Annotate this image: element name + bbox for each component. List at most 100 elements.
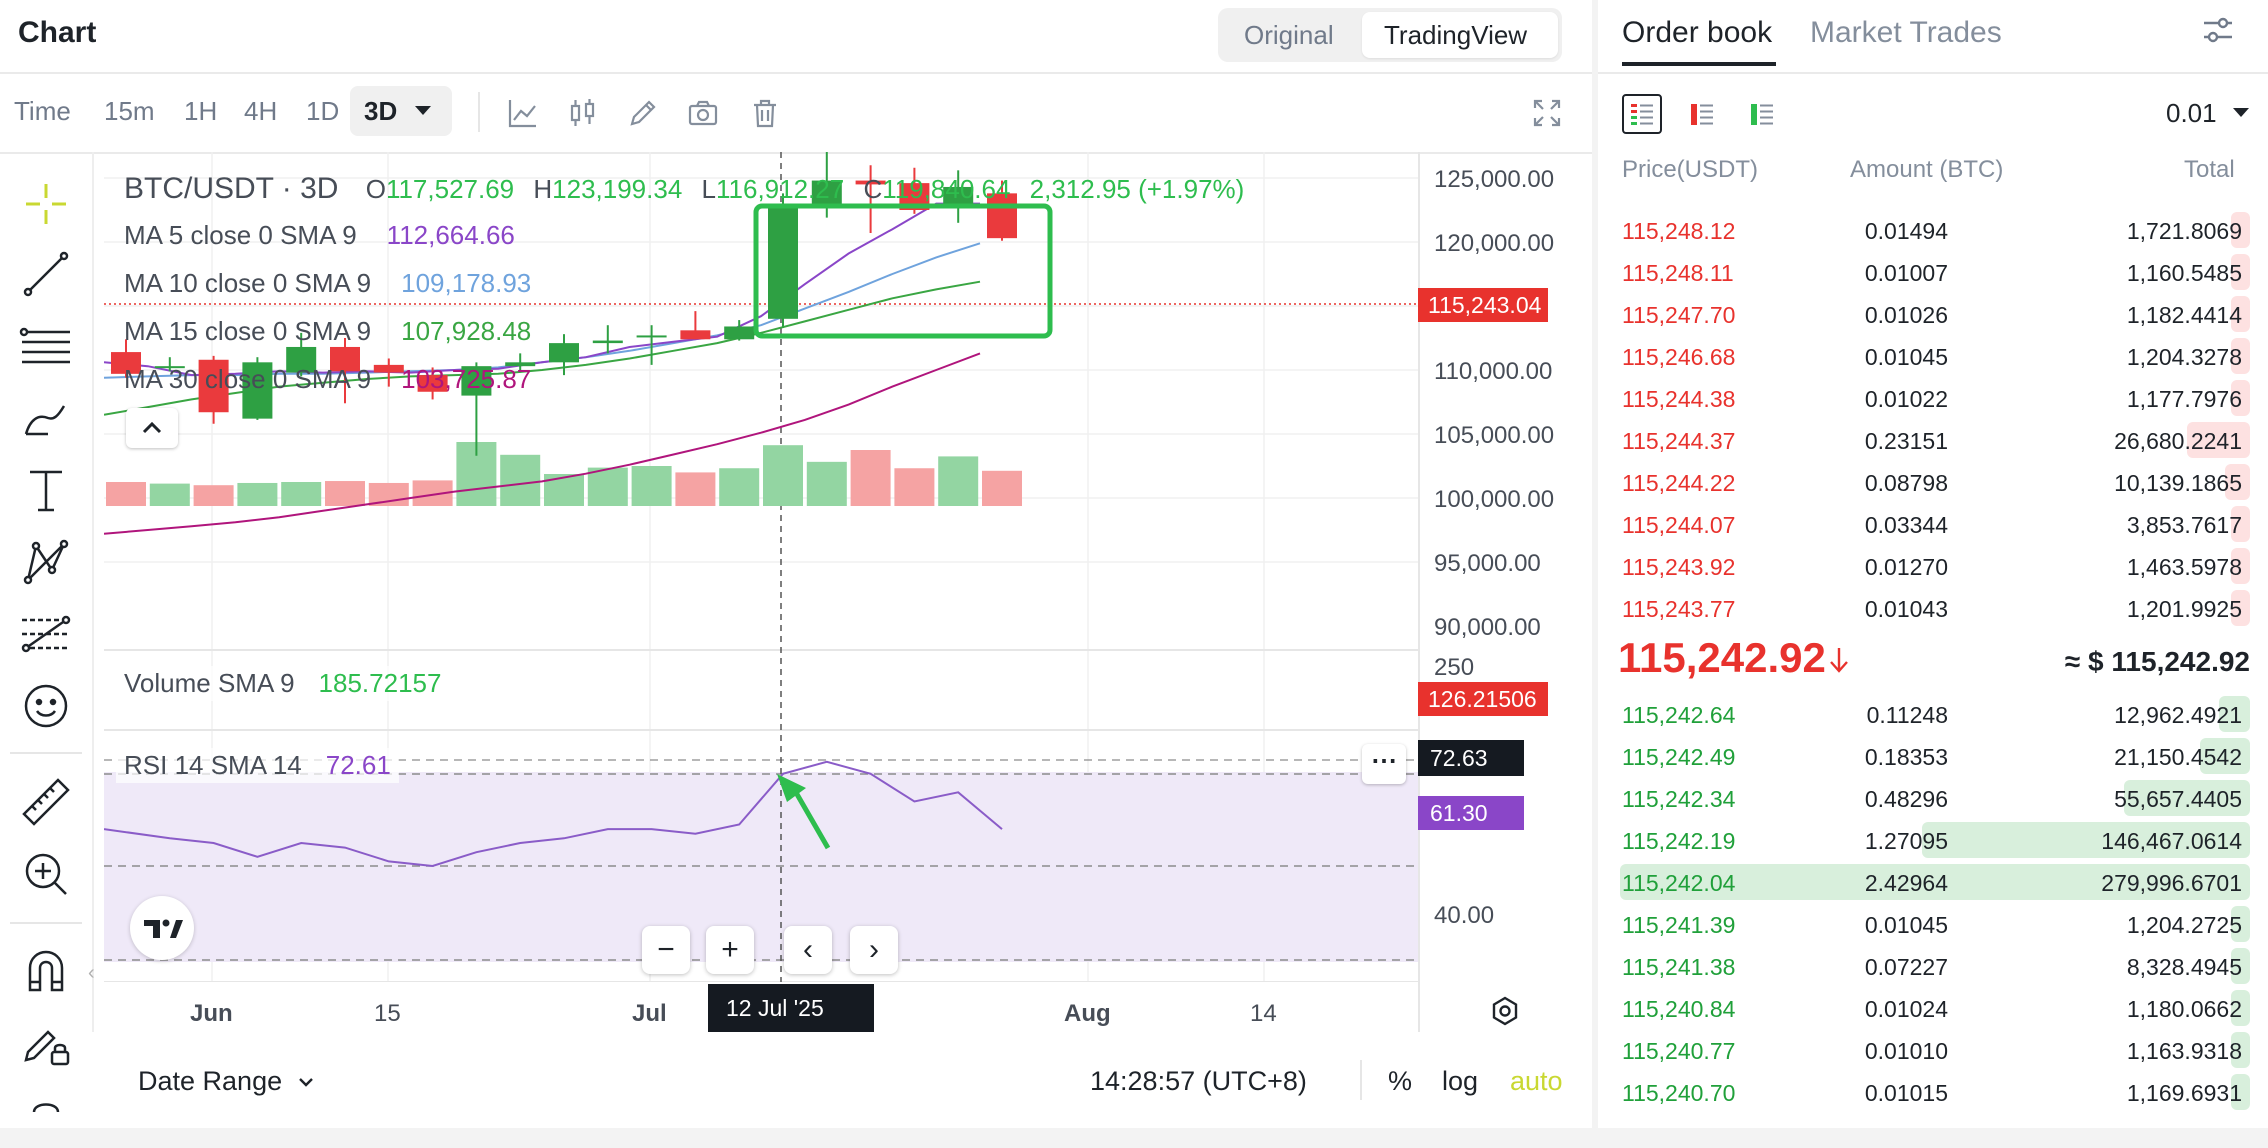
bid-row[interactable]: 115,242.04 2.42964 279,996.6701: [1620, 862, 2250, 902]
tab-tradingview[interactable]: TradingView: [1362, 12, 1558, 58]
bid-row[interactable]: 115,240.70 0.01015 1,169.6931: [1620, 1072, 2250, 1112]
zoom-in-button[interactable]: +: [706, 926, 754, 974]
bid-row[interactable]: 115,242.64 0.11248 12,962.4921: [1620, 694, 2250, 734]
bid-row[interactable]: 115,240.84 0.01024 1,180.0662: [1620, 988, 2250, 1028]
bid-row[interactable]: 115,242.34 0.48296 55,657.4405: [1620, 778, 2250, 818]
chart-canvas[interactable]: [104, 152, 1420, 982]
interval-1d[interactable]: 1D: [306, 96, 340, 126]
caret-down-icon: [412, 98, 434, 127]
view-asks-icon[interactable]: [1684, 96, 1720, 132]
tab-market-trades[interactable]: Market Trades: [1810, 16, 2002, 49]
bid-row[interactable]: 115,242.19 1.27095 146,467.0614: [1620, 820, 2250, 860]
ask-row[interactable]: 115,244.07 0.03344 3,853.7617: [1620, 504, 2250, 544]
view-both-icon[interactable]: [1622, 94, 1662, 134]
volume-top-tick: 250: [1434, 654, 1475, 681]
candle-body: [505, 362, 536, 367]
interval-1h[interactable]: 1H: [184, 96, 218, 126]
open-value: 117,527.69: [385, 174, 515, 204]
auto-toggle[interactable]: auto: [1510, 1066, 1563, 1096]
ask-row[interactable]: 115,244.22 0.08798 10,139.1865: [1620, 462, 2250, 502]
candle-body: [286, 346, 317, 373]
ask-row[interactable]: 115,247.70 0.01026 1,182.4414: [1620, 294, 2250, 334]
precision-select[interactable]: 0.01: [2166, 98, 2252, 129]
camera-icon[interactable]: [686, 96, 720, 130]
horizontal-lines-tool-icon[interactable]: [18, 318, 74, 374]
ask-amount: 0.23151: [1864, 428, 1948, 454]
bid-row[interactable]: 115,240.77 0.01010 1,163.9318: [1620, 1030, 2250, 1070]
bid-row[interactable]: 115,241.39 0.01045 1,204.2725: [1620, 904, 2250, 944]
bid-depth-bar: [2231, 990, 2250, 1026]
text-tool-icon[interactable]: [18, 462, 74, 518]
candle: [286, 332, 317, 377]
bid-depth-bar: [2231, 906, 2250, 942]
ask-total: 1,160.5485: [2126, 260, 2242, 286]
pattern-tool-icon[interactable]: [18, 534, 74, 590]
rsi-label: RSI 14 SMA 14: [124, 750, 302, 780]
zoom-out-button[interactable]: −: [642, 926, 690, 974]
fib-tool-icon[interactable]: [18, 606, 74, 662]
tab-order-book[interactable]: Order book: [1622, 16, 1773, 49]
candle: [417, 367, 448, 400]
ma5-value: 112,664.66: [386, 220, 515, 250]
brush-tool-icon[interactable]: [18, 390, 74, 446]
clock-time[interactable]: 14:28:57 (UTC+8): [1090, 1066, 1307, 1096]
ask-row[interactable]: 115,243.92 0.01270 1,463.5978: [1620, 546, 2250, 586]
emoji-tool-icon[interactable]: [18, 678, 74, 734]
percent-toggle[interactable]: %: [1388, 1066, 1413, 1096]
rsi-band: [104, 772, 1420, 962]
bid-total: 12,962.4921: [2114, 702, 2242, 728]
volume-legend: Volume SMA 9 185.72157: [116, 666, 450, 701]
low-value: 116,912.27: [716, 174, 845, 204]
indicator-icon[interactable]: [506, 96, 540, 130]
fullscreen-icon[interactable]: [1530, 96, 1564, 130]
ask-row[interactable]: 115,246.68 0.01045 1,204.3278: [1620, 336, 2250, 376]
trash-icon[interactable]: [748, 96, 782, 130]
time-interval[interactable]: Time: [14, 96, 71, 126]
bid-price: 115,240.77: [1622, 1038, 1736, 1064]
candle-body: [768, 207, 798, 319]
candle-body: [417, 375, 448, 392]
zoom-in-tool-icon[interactable]: [18, 846, 74, 902]
bid-price: 115,242.04: [1622, 870, 1736, 896]
trend-line-tool-icon[interactable]: [18, 246, 74, 302]
magnet-tool-icon[interactable]: [18, 944, 74, 1000]
lock-drawing-tool-icon[interactable]: [18, 1016, 74, 1072]
view-bids-icon[interactable]: [1744, 96, 1780, 132]
x-tick-jul: Jul: [632, 1000, 667, 1027]
ask-row[interactable]: 115,244.37 0.23151 26,680.2241: [1620, 420, 2250, 460]
volume-bar: [193, 485, 234, 506]
scroll-right-button[interactable]: ›: [850, 926, 898, 974]
interval-3d-button[interactable]: 3D: [350, 86, 452, 136]
candle: [242, 357, 273, 420]
date-range-dropdown[interactable]: Date Range: [138, 1066, 316, 1097]
ask-row[interactable]: 115,248.11 0.01007 1,160.5485: [1620, 252, 2250, 292]
log-toggle[interactable]: log: [1442, 1066, 1479, 1096]
crosshair-tool-icon[interactable]: [18, 176, 74, 232]
interval-4h[interactable]: 4H: [244, 96, 278, 126]
interval-15m[interactable]: 15m: [104, 96, 155, 126]
tab-original[interactable]: Original: [1244, 20, 1334, 50]
rsi-more-button[interactable]: ⋯: [1362, 744, 1406, 784]
chart-settings-icon[interactable]: [1488, 994, 1522, 1028]
last-trade-usd: ≈ $ 115,242.92: [2064, 646, 2250, 677]
ask-row[interactable]: 115,243.77 0.01043 1,201.9925: [1620, 588, 2250, 628]
ask-row[interactable]: 115,248.12 0.01494 1,721.8069: [1620, 210, 2250, 250]
crosshair-date-tag: 12 Jul '25: [708, 984, 874, 1032]
bid-row[interactable]: 115,242.49 0.18353 21,150.4542: [1620, 736, 2250, 776]
ask-row[interactable]: 115,244.38 0.01022 1,177.7976: [1620, 378, 2250, 418]
pencil-icon[interactable]: [626, 96, 660, 130]
candle-style-icon[interactable]: [566, 96, 600, 130]
ruler-tool-icon[interactable]: [18, 774, 74, 830]
hide-tools-icon[interactable]: [30, 1094, 62, 1114]
settings-sliders-icon[interactable]: [2200, 12, 2236, 48]
bid-price: 115,242.49: [1622, 744, 1736, 770]
scroll-left-button[interactable]: ‹: [784, 926, 832, 974]
candle-body: [724, 326, 755, 340]
bid-row[interactable]: 115,241.38 0.07227 8,328.4945: [1620, 946, 2250, 986]
tradingview-logo[interactable]: [130, 896, 194, 960]
ask-amount: 0.01022: [1864, 386, 1948, 412]
volume-bar: [500, 454, 541, 506]
collapse-legend-button[interactable]: [126, 408, 178, 448]
collapse-sidebar-icon[interactable]: ‹: [88, 962, 95, 984]
annotation-arrow: [791, 787, 831, 850]
